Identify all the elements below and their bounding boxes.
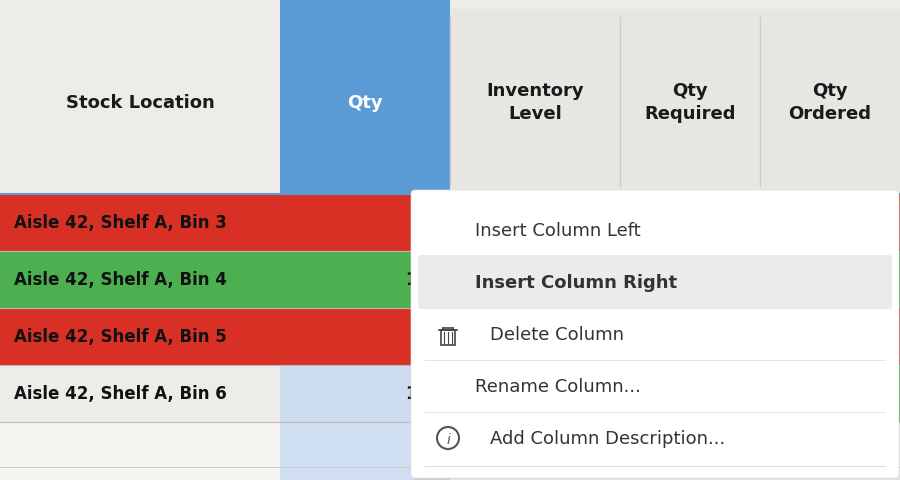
Bar: [620, 422, 760, 467]
Bar: [890, 365, 900, 422]
Bar: [280, 10, 450, 194]
Text: Inventory
Level: Inventory Level: [486, 82, 584, 123]
FancyBboxPatch shape: [411, 191, 899, 478]
Bar: [760, 194, 900, 252]
Text: 33: 33: [417, 214, 440, 232]
Bar: [450, 467, 620, 480]
Bar: [280, 194, 450, 252]
Text: i: i: [446, 432, 450, 446]
Text: Aisle 42, Shelf A, Bin 5: Aisle 42, Shelf A, Bin 5: [14, 328, 227, 346]
Bar: [441, 330, 455, 345]
FancyBboxPatch shape: [418, 255, 892, 309]
Bar: [0, 422, 280, 467]
Text: 12: 12: [417, 328, 440, 346]
Bar: [760, 252, 900, 308]
Bar: [0, 308, 280, 365]
Bar: [760, 308, 900, 365]
Text: Rename Column...: Rename Column...: [475, 377, 641, 395]
Bar: [620, 10, 760, 194]
FancyBboxPatch shape: [414, 194, 900, 480]
Bar: [620, 194, 760, 252]
Text: Add Column Description...: Add Column Description...: [490, 429, 725, 447]
Bar: [620, 467, 760, 480]
Bar: [280, 0, 450, 194]
Bar: [450, 365, 620, 422]
Text: Aisle 42, Shelf A, Bin 6: Aisle 42, Shelf A, Bin 6: [14, 384, 227, 403]
Text: 110: 110: [406, 271, 440, 289]
Bar: [0, 467, 280, 480]
Text: Qty: Qty: [347, 93, 382, 111]
Bar: [760, 422, 900, 467]
Bar: [450, 308, 620, 365]
Bar: [280, 422, 450, 467]
Text: Delete Column: Delete Column: [490, 325, 624, 343]
Text: Insert Column Left: Insert Column Left: [475, 222, 641, 240]
Text: Aisle 42, Shelf A, Bin 3: Aisle 42, Shelf A, Bin 3: [14, 214, 227, 232]
Text: Qty
Required: Qty Required: [644, 82, 736, 123]
Bar: [890, 252, 900, 308]
Bar: [620, 365, 760, 422]
Text: Aisle 42, Shelf A, Bin 4: Aisle 42, Shelf A, Bin 4: [14, 271, 227, 289]
Bar: [280, 467, 450, 480]
Bar: [620, 252, 760, 308]
Bar: [760, 10, 900, 194]
Bar: [450, 252, 620, 308]
Bar: [760, 467, 900, 480]
Bar: [620, 308, 760, 365]
Bar: [280, 308, 450, 365]
Text: Insert Column Right: Insert Column Right: [475, 274, 677, 291]
Text: Qty
Ordered: Qty Ordered: [788, 82, 871, 123]
Bar: [890, 194, 900, 252]
Bar: [450, 10, 620, 194]
Text: Stock Location: Stock Location: [66, 93, 214, 111]
Text: 150: 150: [406, 384, 440, 403]
Bar: [450, 194, 620, 252]
Bar: [0, 10, 280, 194]
Bar: [280, 365, 450, 422]
Bar: [280, 252, 450, 308]
Bar: [0, 365, 280, 422]
Bar: [0, 252, 280, 308]
Bar: [760, 365, 900, 422]
Bar: [0, 194, 280, 252]
Bar: [450, 422, 620, 467]
Bar: [890, 308, 900, 365]
